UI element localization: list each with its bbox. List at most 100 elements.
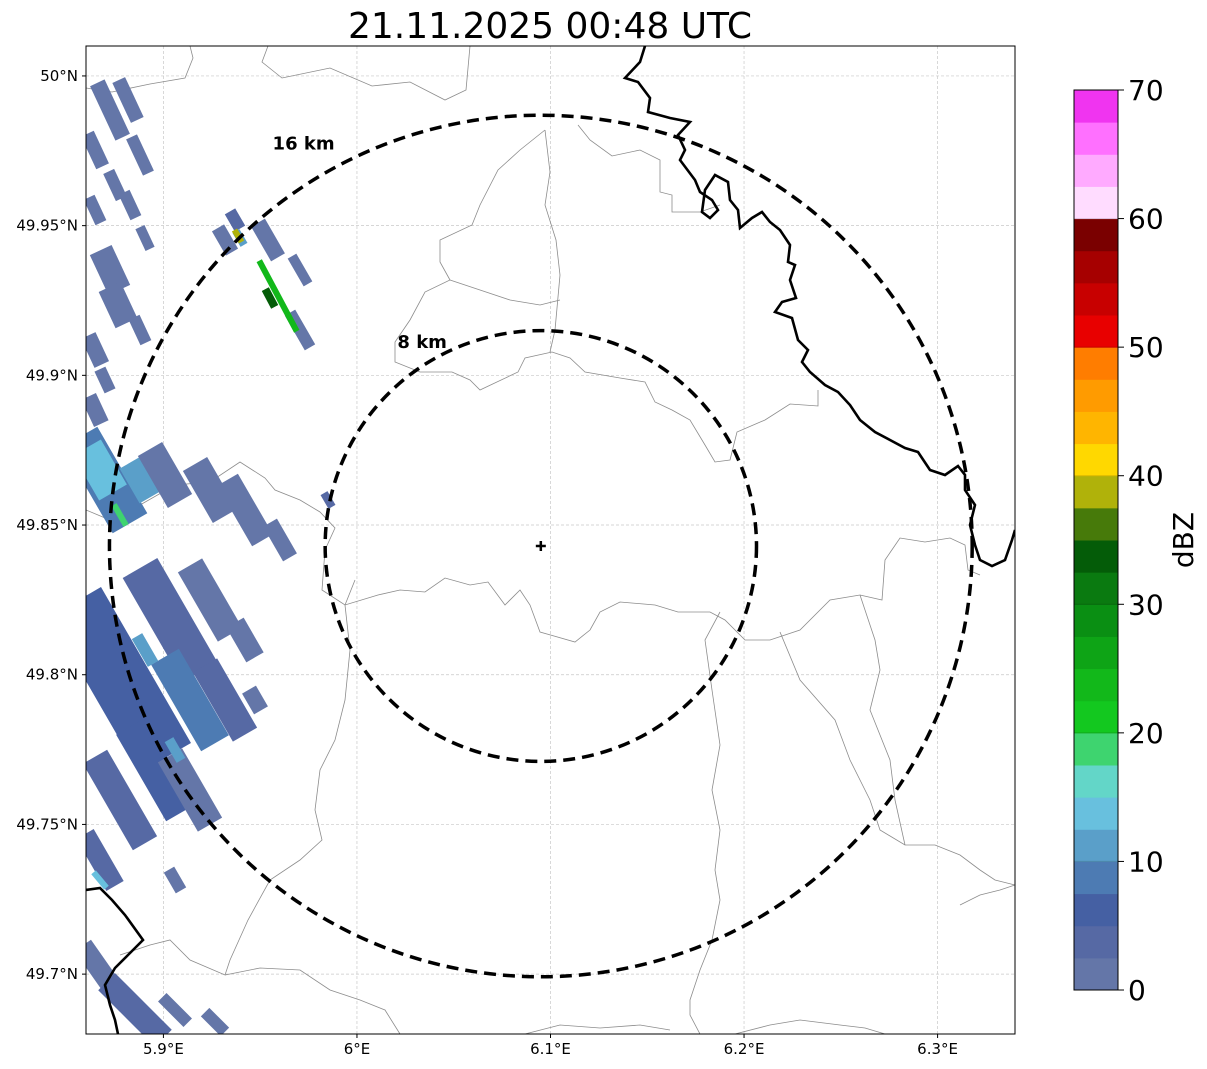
echo-cell [91, 870, 109, 890]
echo-cell [151, 648, 229, 752]
echo-cell [217, 473, 273, 547]
colorbar-bin [1074, 443, 1118, 477]
colorbar-bin [1074, 925, 1118, 959]
boundary-line [119, 579, 356, 976]
colorbar-tick-label: 50 [1128, 331, 1164, 364]
boundary-line [734, 1019, 886, 1034]
echo-cell [119, 456, 161, 504]
echo-cell [128, 314, 152, 346]
echo-cell [177, 558, 243, 642]
colorbar-bin [1074, 604, 1118, 637]
echo-cell [251, 218, 285, 262]
colorbar-bin [1074, 347, 1118, 380]
y-tick-label: 49.75°N [16, 815, 78, 833]
border-line [622, 46, 1015, 568]
boundary-line [779, 631, 1015, 886]
echo-cell [86, 749, 158, 851]
colorbar-tick-label: 70 [1128, 74, 1164, 107]
colorbar-bin [1074, 154, 1118, 187]
echo-cell [320, 491, 336, 509]
echo-cell [86, 130, 109, 170]
boundary-line [394, 129, 819, 463]
x-axis-ticks: 5.9°E 6°E 6.1°E 6.2°E 6.3°E [143, 1034, 958, 1058]
map-background [86, 46, 1015, 1034]
colorbar-bin [1074, 411, 1118, 445]
plus-icon [535, 540, 546, 551]
radar-echoes [86, 77, 336, 1034]
colorbar: 0 10 20 30 40 50 60 70 dBZ [1073, 74, 1200, 1007]
range-rings: 8 km 16 km [107, 113, 974, 979]
echo-cell [226, 617, 264, 663]
echo-cell [163, 866, 187, 894]
echo-cell [242, 685, 268, 715]
echo-cluster-southwest [86, 558, 268, 894]
echo-cell [157, 748, 223, 832]
echo-cell [86, 332, 110, 368]
colorbar-bin [1074, 797, 1118, 830]
echo-cell [135, 225, 155, 251]
echo-cell [192, 658, 258, 742]
border-line [86, 886, 145, 1034]
echo-cell [98, 281, 138, 329]
echo-cell [86, 194, 107, 226]
y-tick-label: 49.8°N [26, 666, 78, 684]
echo-cell [86, 587, 191, 773]
echo-cell [256, 259, 300, 333]
colorbar-bin [1074, 90, 1118, 123]
colorbar-bin [1074, 765, 1118, 798]
colorbar-bin [1074, 829, 1118, 862]
x-tick-label: 5.9°E [143, 1040, 184, 1058]
echo-cell [112, 77, 144, 123]
echo-cluster-north [86, 77, 155, 427]
colorbar-tick-label: 60 [1128, 203, 1164, 236]
colorbar-bin [1074, 861, 1118, 895]
colorbar-tick-label: 0 [1128, 974, 1146, 1007]
range-ring-8km [323, 328, 759, 764]
boundary-line [524, 1024, 671, 1034]
y-axis-ticks: 50°N 49.95°N 49.9°N 49.85°N 49.8°N 49.75°N 49.… [16, 67, 86, 983]
colorbar-bin [1074, 893, 1118, 927]
x-tick-label: 6.1°E [530, 1040, 571, 1058]
colorbar-bin [1074, 732, 1118, 766]
boundary-line [959, 884, 1015, 906]
boundary-line [449, 279, 561, 306]
range-ring-16km [107, 113, 974, 979]
y-tick-label: 49.9°N [26, 366, 78, 384]
echo-cell [200, 1007, 230, 1034]
echo-cell [86, 829, 124, 891]
echo-cell [287, 253, 313, 287]
colorbar-tick-label: 30 [1128, 588, 1164, 621]
colorbar-ticks: 0 10 20 30 40 50 60 70 [1074, 74, 1164, 1007]
range-ring-label: 8 km [397, 332, 447, 353]
echo-cell [137, 442, 193, 508]
echo-cell [111, 503, 129, 527]
colorbar-bin [1074, 668, 1118, 702]
y-tick-label: 50°N [40, 67, 78, 85]
echo-cell [103, 168, 127, 202]
colorbar-bin [1074, 250, 1118, 284]
echo-cell [131, 633, 159, 667]
echo-cell [118, 189, 142, 221]
echo-cell [211, 224, 239, 256]
echo-cell [261, 287, 279, 309]
colorbar-bin [1074, 507, 1118, 541]
echo-cell [231, 228, 245, 244]
x-tick-label: 6.3°E [917, 1040, 958, 1058]
colorbar-bin [1074, 572, 1118, 605]
colorbar-bin [1074, 122, 1118, 155]
echo-cell [126, 134, 154, 176]
colorbar-bin [1074, 218, 1118, 252]
echo-cell [98, 973, 172, 1034]
chart-title: 21.11.2025 00:48 UTC [348, 6, 752, 47]
colorbar-bin [1074, 957, 1118, 991]
colorbar-bin [1074, 379, 1118, 412]
echo-cell [90, 79, 130, 141]
administrative-boundaries [86, 46, 1015, 1034]
colorbar-bin [1074, 475, 1118, 509]
echo-cluster-south [86, 939, 230, 1034]
colorbar-bin [1074, 186, 1118, 220]
boundary-line [577, 124, 721, 213]
echo-cell [94, 366, 116, 394]
echo-cell [116, 718, 194, 822]
echo-cell [263, 518, 297, 562]
